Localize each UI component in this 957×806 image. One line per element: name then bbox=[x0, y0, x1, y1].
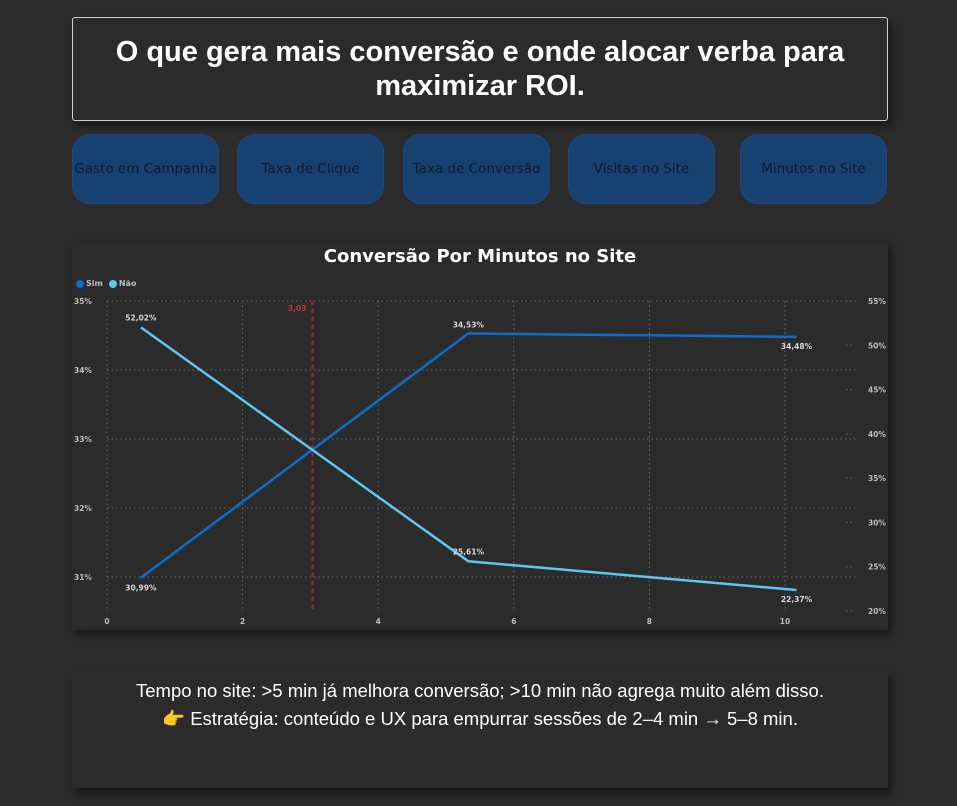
series-line-sim[interactable] bbox=[140, 332, 797, 579]
svg-text:50%: 50% bbox=[868, 341, 886, 350]
svg-text:10: 10 bbox=[780, 617, 790, 626]
legend-item-nao[interactable]: Não bbox=[108, 279, 137, 288]
nav-button-gasto-em-campanha[interactable]: Gasto em Campanha bbox=[72, 134, 219, 204]
chart-axes: 35% 34% 33% 32% 31% 0 2 4 6 8 10 55% 50% 45% 40% 35% 30%… bbox=[74, 297, 886, 626]
data-labels: 30,99% 34,53% 34,48% 52,02% 25,61% 22,37% bbox=[125, 313, 812, 604]
svg-text:30,99%: 30,99% bbox=[125, 584, 157, 593]
svg-text:35%: 35% bbox=[868, 474, 886, 483]
svg-text:4: 4 bbox=[376, 617, 381, 626]
svg-text:40%: 40% bbox=[868, 430, 886, 439]
svg-text:6: 6 bbox=[511, 617, 516, 626]
nav-button-taxa-de-clique[interactable]: Taxa de Clique bbox=[237, 134, 384, 204]
svg-text:55%: 55% bbox=[868, 297, 886, 306]
legend-item-sim[interactable]: Sim bbox=[76, 279, 103, 288]
svg-text:35%: 35% bbox=[74, 297, 92, 306]
chart-title: Conversão Por Minutos no Site bbox=[323, 246, 637, 267]
svg-text:34,53%: 34,53% bbox=[453, 320, 485, 329]
nav-button-taxa-de-conversao[interactable]: Taxa de Conversão bbox=[403, 134, 550, 204]
insight-line-2-text: Estratégia: conteúdo e UX para empurrar … bbox=[190, 708, 798, 729]
page-title-box: O que gera mais conversão e onde alocar … bbox=[72, 17, 888, 121]
svg-text:31%: 31% bbox=[74, 573, 92, 582]
legend-label: Não bbox=[118, 279, 137, 288]
svg-text:34%: 34% bbox=[74, 366, 92, 375]
svg-text:8: 8 bbox=[647, 617, 652, 626]
svg-text:2: 2 bbox=[240, 617, 245, 626]
legend-label: Sim bbox=[86, 279, 103, 288]
nav-button-visitas-no-site[interactable]: Visitas no Site bbox=[568, 134, 715, 204]
legend-dot-icon bbox=[108, 279, 117, 288]
chart-card: Conversão Por Minutos no Site Sim Não 35… bbox=[72, 242, 888, 630]
nav-button-minutos-no-site[interactable]: Minutos no Site bbox=[740, 134, 887, 204]
page-title: O que gera mais conversão e onde alocar … bbox=[115, 36, 845, 102]
chart-series bbox=[140, 326, 797, 592]
svg-text:33%: 33% bbox=[74, 435, 92, 444]
svg-text:34,48%: 34,48% bbox=[781, 342, 813, 351]
line-chart-plot: 35% 34% 33% 32% 31% 0 2 4 6 8 10 55% 50% 45% 40% 35% 30%… bbox=[74, 297, 886, 626]
legend-dot-icon bbox=[76, 279, 84, 288]
svg-text:22,37%: 22,37% bbox=[781, 595, 813, 604]
svg-text:20%: 20% bbox=[868, 607, 886, 616]
svg-text:32%: 32% bbox=[74, 504, 92, 513]
svg-text:30%: 30% bbox=[868, 518, 886, 527]
svg-text:45%: 45% bbox=[868, 386, 886, 395]
insight-line-2: 👉 Estratégia: conteúdo e UX para empurra… bbox=[72, 705, 888, 733]
svg-text:0: 0 bbox=[104, 617, 109, 626]
svg-text:3,03: 3,03 bbox=[288, 304, 307, 313]
insight-card: Tempo no site: >5 min já melhora convers… bbox=[72, 672, 888, 788]
chart-gridlines bbox=[106, 300, 858, 612]
insight-line-1: Tempo no site: >5 min já melhora convers… bbox=[136, 680, 824, 701]
svg-text:52,02%: 52,02% bbox=[125, 313, 157, 322]
chart-legend: Sim Não bbox=[76, 279, 136, 288]
svg-text:25,61%: 25,61% bbox=[453, 547, 485, 556]
svg-text:25%: 25% bbox=[868, 563, 886, 572]
reference-line: 3,03 bbox=[288, 301, 314, 612]
pointing-hand-icon: 👉 bbox=[162, 708, 186, 729]
series-line-não[interactable] bbox=[140, 326, 797, 592]
